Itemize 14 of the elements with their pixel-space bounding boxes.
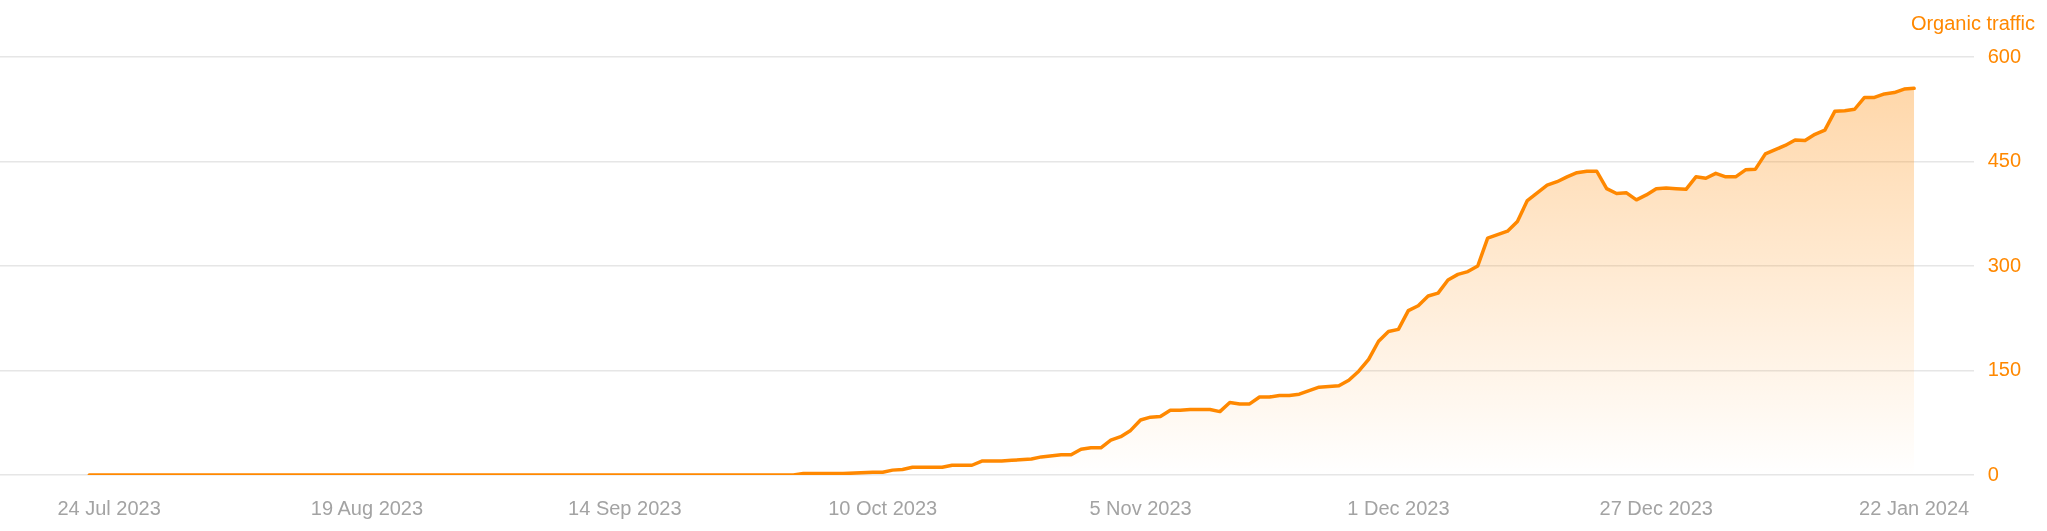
x-tick-label: 14 Sep 2023 (568, 496, 682, 519)
x-tick-label: 5 Nov 2023 (1089, 496, 1192, 519)
y-axis-title: Organic traffic (1910, 11, 2035, 34)
y-tick-label: 450 (1987, 149, 2022, 172)
x-tick-label: 27 Dec 2023 (1599, 496, 1713, 519)
x-tick-label: 24 Jul 2023 (57, 496, 161, 519)
y-tick-label: 150 (1987, 358, 2022, 381)
y-tick-label: 0 (1987, 462, 1999, 485)
y-tick-label: 600 (1987, 44, 2022, 67)
x-tick-label: 10 Oct 2023 (828, 496, 938, 519)
x-tick-label: 19 Aug 2023 (310, 496, 424, 519)
x-tick-label: 22 Jan 2024 (1859, 496, 1970, 519)
y-tick-label: 300 (1987, 253, 2022, 276)
x-tick-label: 1 Dec 2023 (1347, 496, 1450, 519)
